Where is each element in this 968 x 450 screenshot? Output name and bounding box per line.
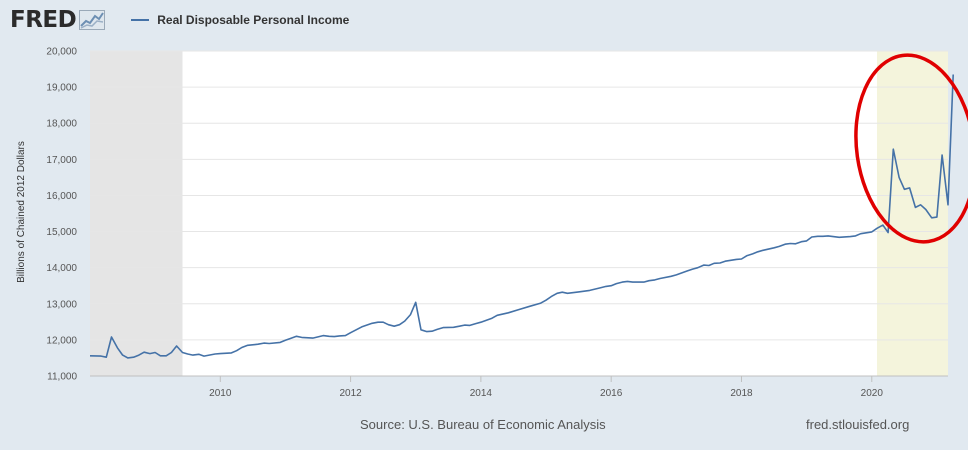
y-axis-ticks: 11,000 12,000 13,000 14,000 15,000 16,000 17,0…: [46, 47, 77, 383]
x-tick-label: 2020: [861, 388, 884, 399]
y-tick-label: 17,000: [46, 155, 77, 166]
y-axis-title: Billions of Chained 2012 Dollars: [16, 141, 27, 283]
y-tick-label: 19,000: [46, 83, 77, 94]
annotation-circle: [854, 53, 968, 244]
chart-header: FRED Real Disposable Personal Income: [10, 6, 349, 34]
x-tick-label: 2018: [730, 388, 753, 399]
y-tick-label: 14,000: [46, 263, 77, 274]
source-note: Source: U.S. Bureau of Economic Analysis: [360, 417, 606, 432]
x-axis-ticks: 2010 2012 2014 2016 2018 2020: [90, 375, 948, 399]
line-chart-icon: [79, 10, 106, 30]
series-line[interactable]: [89, 74, 954, 359]
recession-shade: [90, 51, 183, 376]
plot-area: [90, 51, 948, 376]
x-tick-label: 2010: [209, 388, 232, 399]
y-tick-label: 18,000: [46, 119, 77, 130]
x-tick-label: 2012: [339, 388, 362, 399]
y-tick-label: 15,000: [46, 227, 77, 238]
y-tick-label: 13,000: [46, 299, 77, 310]
site-link[interactable]: fred.stlouisfed.org: [806, 417, 910, 432]
y-tick-label: 16,000: [46, 191, 77, 202]
x-tick-label: 2016: [600, 388, 623, 399]
x-tick-label: 2014: [470, 388, 493, 399]
y-tick-label: 11,000: [47, 372, 77, 383]
legend-label: Real Disposable Personal Income: [157, 13, 350, 27]
y-tick-label: 20,000: [46, 47, 77, 58]
chart-legend: Real Disposable Personal Income: [131, 13, 349, 27]
fred-logo[interactable]: FRED: [10, 7, 77, 33]
y-tick-label: 12,000: [46, 335, 77, 346]
legend-swatch: [131, 19, 150, 21]
